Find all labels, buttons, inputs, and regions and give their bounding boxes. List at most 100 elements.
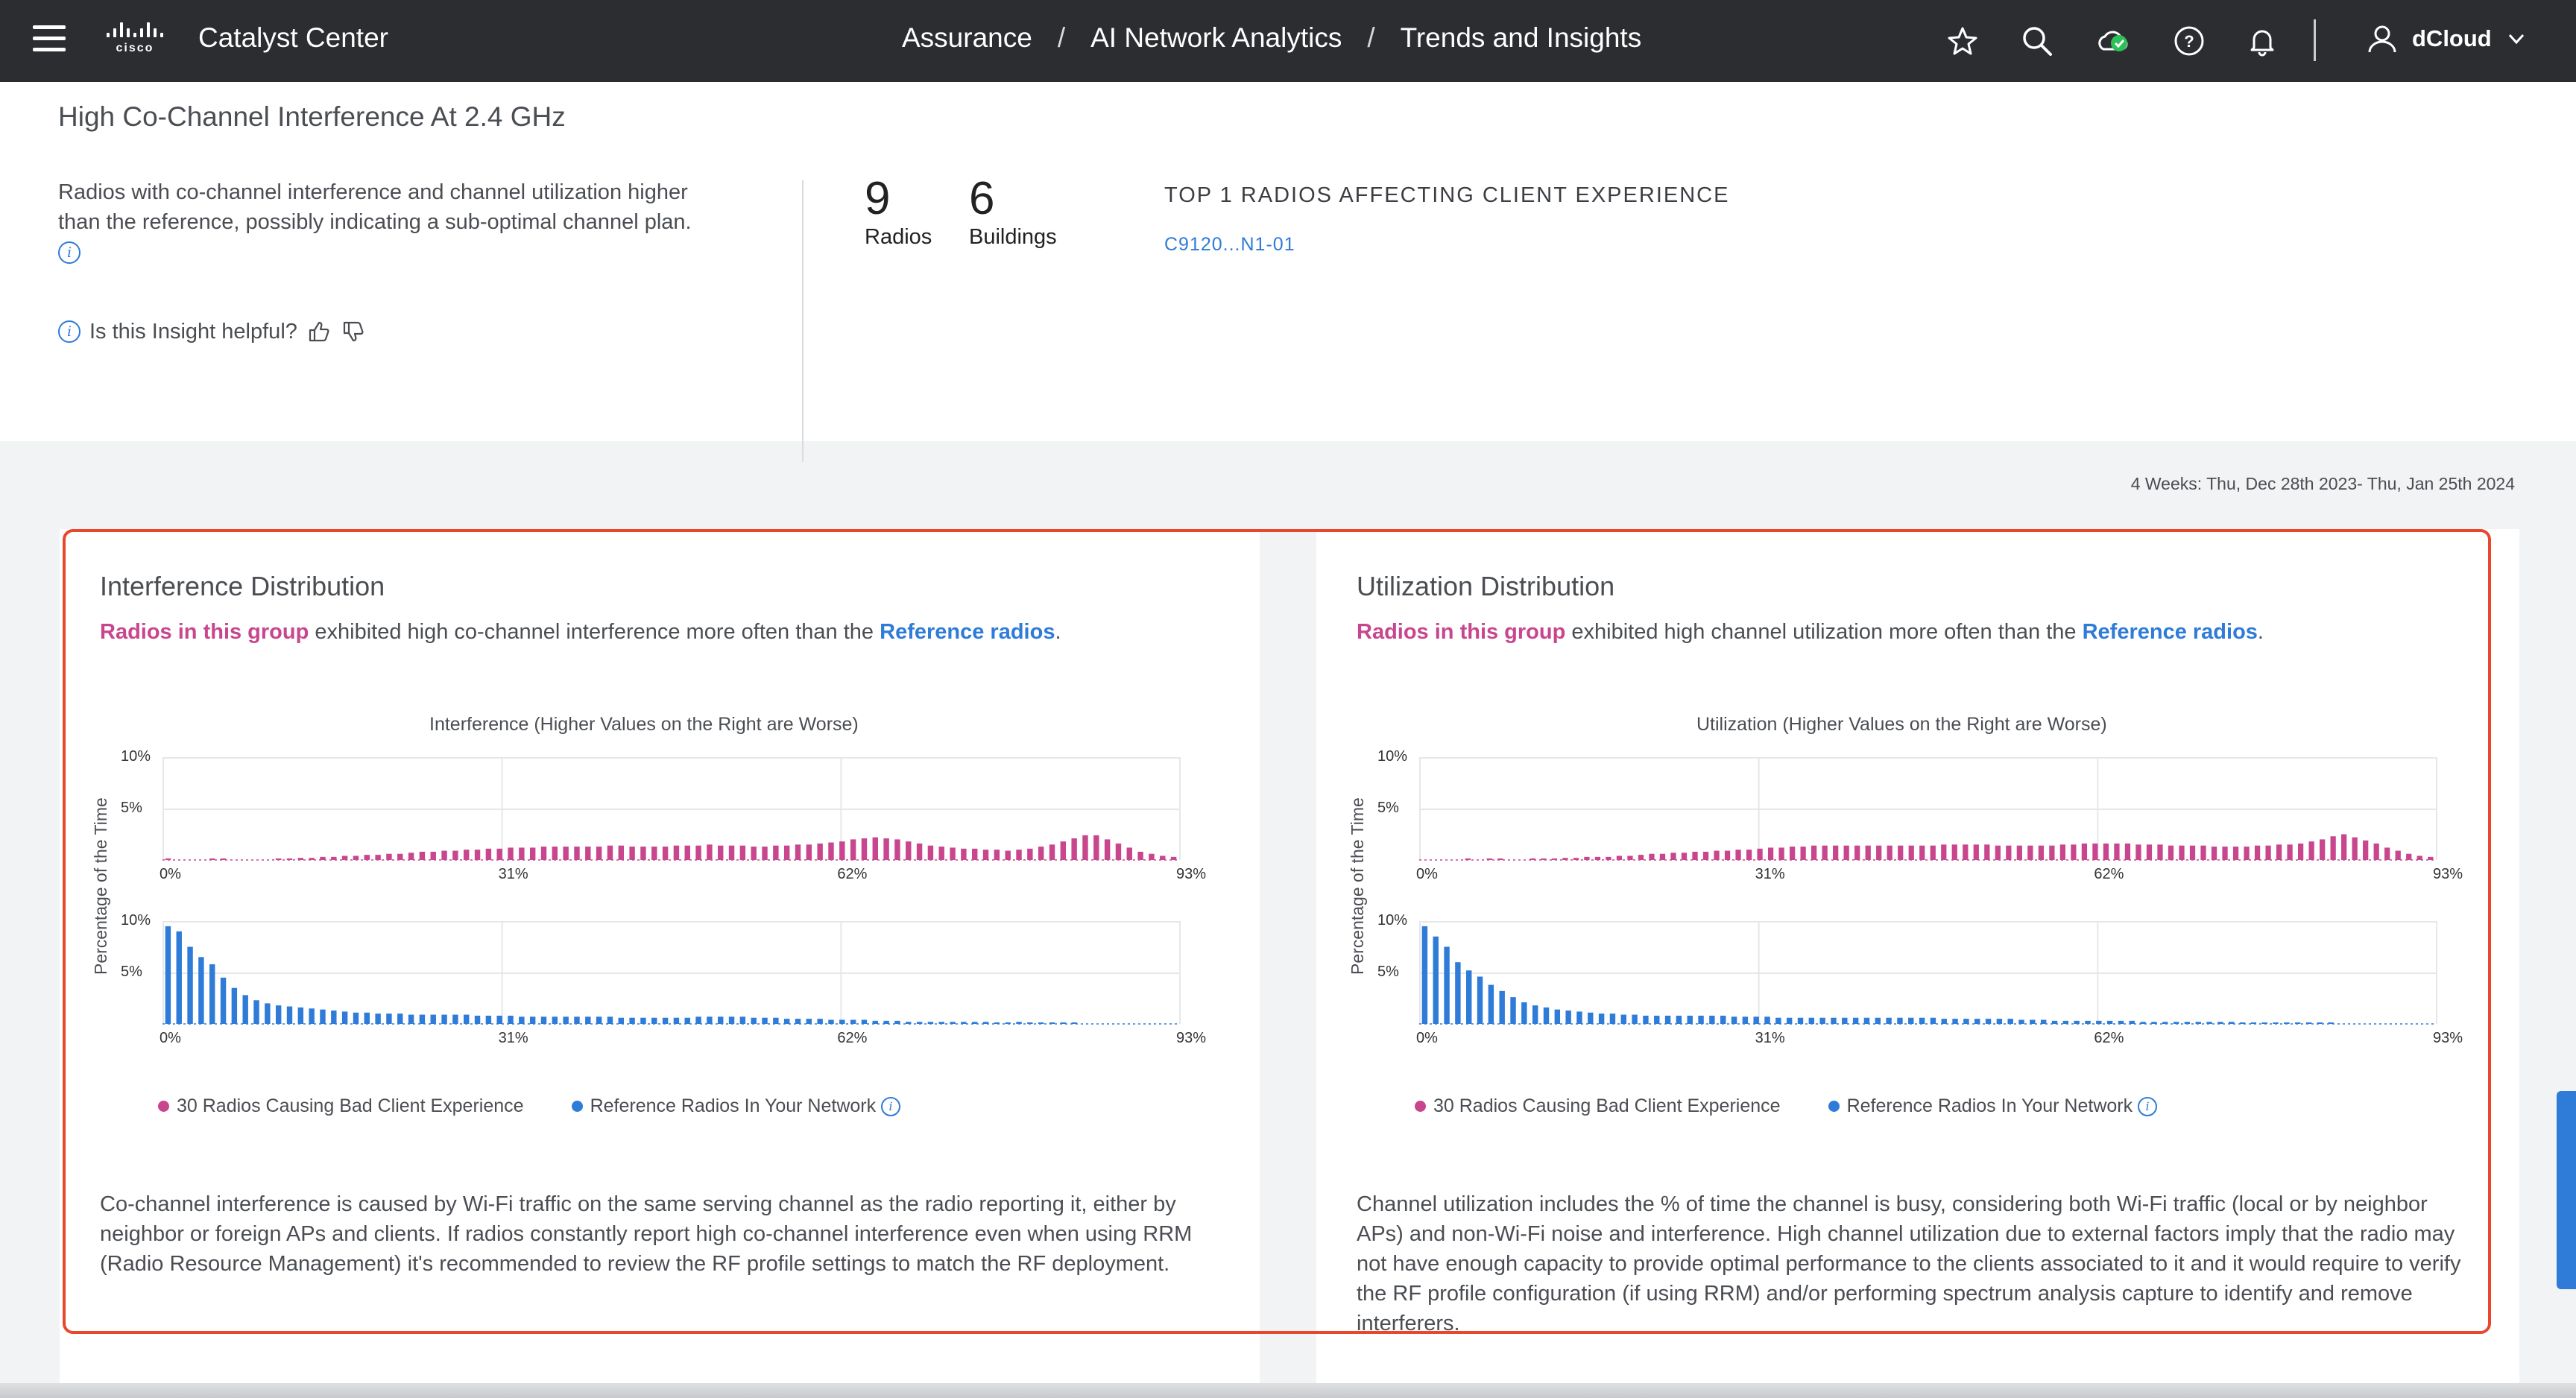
- scrollbar-thumb[interactable]: [2557, 1091, 2576, 1289]
- bar[interactable]: [2118, 1020, 2124, 1024]
- bar[interactable]: [309, 1008, 315, 1024]
- bar[interactable]: [828, 842, 834, 860]
- bar[interactable]: [2146, 844, 2153, 860]
- bar[interactable]: [618, 1017, 624, 1024]
- bar[interactable]: [386, 1013, 392, 1024]
- bar[interactable]: [1444, 946, 1450, 1025]
- bar[interactable]: [2103, 843, 2109, 860]
- bar[interactable]: [2352, 837, 2358, 860]
- bar[interactable]: [2059, 844, 2066, 860]
- bar[interactable]: [1584, 856, 1590, 860]
- bar[interactable]: [408, 853, 414, 860]
- bar[interactable]: [906, 841, 912, 860]
- bar[interactable]: [861, 1019, 868, 1024]
- bar[interactable]: [2135, 844, 2141, 860]
- info-icon[interactable]: i: [58, 241, 80, 265]
- bar[interactable]: [2173, 1022, 2179, 1024]
- bar[interactable]: [1681, 853, 1688, 860]
- bar[interactable]: [209, 858, 215, 860]
- bar[interactable]: [529, 847, 536, 860]
- bar[interactable]: [1038, 1022, 1044, 1024]
- bar[interactable]: [662, 847, 669, 860]
- bar[interactable]: [485, 1015, 492, 1024]
- bar[interactable]: [2363, 840, 2369, 860]
- bar[interactable]: [2006, 845, 2012, 860]
- bar[interactable]: [2092, 843, 2098, 860]
- bar[interactable]: [198, 957, 204, 1024]
- bar[interactable]: [1609, 1013, 1616, 1024]
- bar[interactable]: [773, 845, 779, 860]
- bar[interactable]: [1060, 1022, 1067, 1024]
- bar[interactable]: [2038, 845, 2044, 860]
- bar[interactable]: [2384, 847, 2390, 860]
- bar[interactable]: [1562, 858, 1568, 860]
- bar[interactable]: [1764, 1016, 1770, 1024]
- bar[interactable]: [1488, 984, 1494, 1024]
- bar[interactable]: [574, 1016, 580, 1024]
- bar[interactable]: [419, 1014, 426, 1024]
- bar[interactable]: [2124, 843, 2131, 860]
- bar[interactable]: [2330, 836, 2336, 860]
- bar[interactable]: [430, 1014, 436, 1024]
- bar[interactable]: [861, 838, 868, 860]
- bar[interactable]: [2416, 855, 2422, 860]
- bar[interactable]: [1616, 855, 1623, 860]
- bar[interactable]: [2287, 844, 2293, 860]
- bar[interactable]: [684, 1017, 690, 1024]
- bar[interactable]: [707, 844, 713, 860]
- bar[interactable]: [540, 847, 547, 860]
- bar[interactable]: [364, 1012, 370, 1024]
- bar[interactable]: [1082, 835, 1088, 860]
- bar[interactable]: [2211, 847, 2217, 860]
- bar[interactable]: [1724, 850, 1731, 860]
- bar[interactable]: [496, 1015, 502, 1024]
- bar[interactable]: [176, 931, 182, 1024]
- bar[interactable]: [1996, 1019, 2003, 1024]
- bar[interactable]: [695, 845, 701, 860]
- star-icon[interactable]: [1944, 22, 1981, 60]
- bar[interactable]: [419, 851, 426, 860]
- bar[interactable]: [2085, 1020, 2091, 1024]
- search-icon[interactable]: [2018, 22, 2056, 60]
- bar[interactable]: [1027, 848, 1033, 860]
- bar[interactable]: [464, 850, 470, 860]
- bar[interactable]: [1698, 1015, 1704, 1024]
- bar[interactable]: [1898, 845, 1904, 860]
- bar[interactable]: [806, 1019, 812, 1024]
- bar[interactable]: [452, 1014, 458, 1024]
- bar[interactable]: [242, 995, 248, 1024]
- legend-item-reference[interactable]: Reference Radios In Your Network i: [571, 1095, 901, 1117]
- bar[interactable]: [1753, 1016, 1759, 1024]
- bar[interactable]: [817, 1019, 823, 1024]
- bar[interactable]: [1833, 845, 1839, 860]
- bar[interactable]: [1854, 845, 1860, 860]
- bar[interactable]: [2320, 839, 2326, 860]
- bar[interactable]: [1606, 856, 1611, 860]
- bar[interactable]: [762, 847, 768, 860]
- bar[interactable]: [1137, 851, 1143, 860]
- bar[interactable]: [1767, 847, 1774, 860]
- bar[interactable]: [1554, 1009, 1561, 1024]
- bar[interactable]: [806, 844, 812, 860]
- bar[interactable]: [1573, 858, 1579, 860]
- bar[interactable]: [496, 848, 502, 860]
- bar[interactable]: [1543, 1007, 1550, 1024]
- bar[interactable]: [1160, 855, 1166, 860]
- bar[interactable]: [1627, 855, 1633, 860]
- bar[interactable]: [2018, 1019, 2024, 1024]
- bar[interactable]: [894, 839, 900, 860]
- bar[interactable]: [2200, 845, 2206, 860]
- bar[interactable]: [872, 1020, 878, 1024]
- bar[interactable]: [1499, 990, 1505, 1024]
- bar[interactable]: [331, 1010, 337, 1024]
- bar[interactable]: [607, 1016, 613, 1024]
- bar[interactable]: [331, 856, 337, 860]
- bar[interactable]: [1588, 1012, 1594, 1024]
- bar[interactable]: [2328, 1022, 2334, 1024]
- bar[interactable]: [1808, 1017, 1815, 1024]
- bar[interactable]: [751, 1017, 757, 1024]
- bar[interactable]: [938, 847, 944, 860]
- bar[interactable]: [1692, 851, 1698, 860]
- bar[interactable]: [2016, 845, 2022, 860]
- bar[interactable]: [2250, 1022, 2257, 1024]
